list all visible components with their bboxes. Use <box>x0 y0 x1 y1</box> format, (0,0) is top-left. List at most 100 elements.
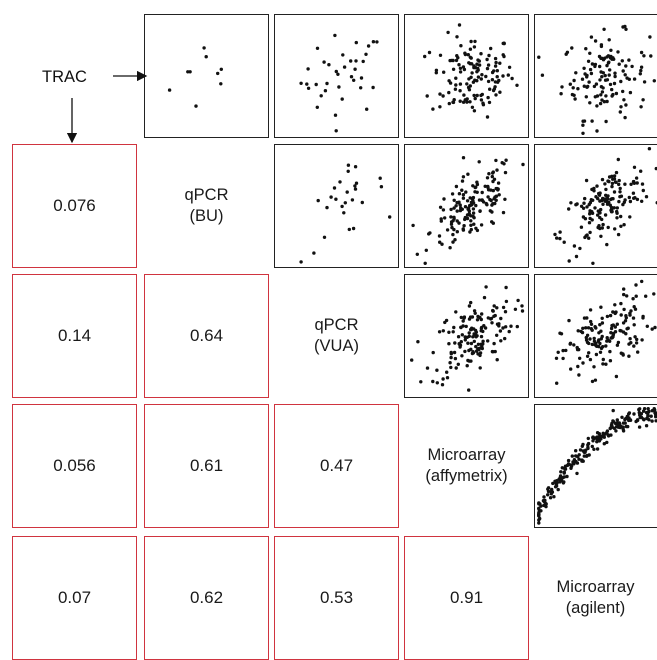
scatter-point <box>636 350 639 353</box>
scatter-point <box>559 474 562 477</box>
scatter-point <box>466 97 469 100</box>
scatter-point <box>324 89 327 92</box>
scatter-point <box>601 317 604 320</box>
scatter-point <box>472 64 475 67</box>
scatter-point <box>589 308 592 311</box>
scatter-point <box>581 78 584 81</box>
scatter-point <box>479 52 482 55</box>
scatter-point <box>481 191 484 194</box>
scatter-point <box>460 189 463 192</box>
scatter-panel-affymetrix-vs-agilent <box>534 404 657 528</box>
scatter-point <box>588 337 591 340</box>
scatter-point <box>620 329 623 332</box>
scatter-point <box>467 349 470 352</box>
scatter-point <box>642 189 645 192</box>
scatter-panel-qpcr-bu-vs-affymetrix <box>404 144 529 268</box>
scatter-point <box>312 251 315 254</box>
scatter-point <box>625 76 628 79</box>
correlation-value: 0.64 <box>190 326 223 346</box>
scatter-point <box>645 411 648 414</box>
scatter-point <box>469 40 472 43</box>
scatter-point <box>344 201 347 204</box>
scatter-point <box>486 176 489 179</box>
scatter-points-1-3 <box>405 145 528 267</box>
scatter-point <box>468 317 471 320</box>
scatter-point <box>581 132 584 135</box>
scatter-point <box>459 67 462 70</box>
scatter-point <box>442 197 445 200</box>
scatter-point <box>585 75 588 78</box>
scatter-point <box>574 71 577 74</box>
scatter-point <box>472 94 475 97</box>
scatter-point <box>576 455 579 458</box>
scatter-point <box>567 207 570 210</box>
scatter-point <box>613 177 616 180</box>
scatter-point <box>645 195 648 198</box>
scatter-point <box>446 376 449 379</box>
correlation-value: 0.91 <box>450 588 483 608</box>
scatter-point <box>220 68 223 71</box>
scatter-point <box>457 63 460 66</box>
scatter-point <box>364 53 367 56</box>
scatter-point <box>594 63 597 66</box>
scatter-point <box>604 74 607 77</box>
scatter-point <box>609 433 612 436</box>
scatter-point <box>454 88 457 91</box>
scatter-point <box>490 199 493 202</box>
scatter-point <box>572 461 575 464</box>
scatter-point <box>458 342 461 345</box>
scatter-point <box>462 193 465 196</box>
scatter-point <box>642 417 645 420</box>
scatter-point <box>558 332 561 335</box>
scatter-point <box>600 45 603 48</box>
scatter-point <box>468 230 471 233</box>
scatter-point <box>613 174 616 177</box>
scatter-point <box>611 182 614 185</box>
scatter-point <box>618 63 621 66</box>
scatter-point <box>624 319 627 322</box>
scatter-point <box>451 219 454 222</box>
scatter-point <box>315 83 318 86</box>
scatter-point <box>645 424 648 427</box>
scatter-point <box>601 178 604 181</box>
scatter-panel-trac-vs-affymetrix <box>404 14 529 138</box>
scatter-point <box>639 105 642 108</box>
scatter-point <box>594 379 597 382</box>
scatter-point <box>487 54 490 57</box>
scatter-point <box>583 454 586 457</box>
scatter-point <box>553 233 556 236</box>
scatter-point <box>508 66 511 69</box>
scatter-point <box>481 93 484 96</box>
scatter-point <box>600 435 603 438</box>
scatter-point <box>472 196 475 199</box>
scatter-point <box>316 47 319 50</box>
scatter-point <box>473 40 476 43</box>
scatter-point <box>619 105 622 108</box>
scatter-point <box>492 189 495 192</box>
scatter-point <box>466 199 469 202</box>
scatter-point <box>501 74 504 77</box>
scatter-point <box>557 351 560 354</box>
scatter-point <box>563 471 566 474</box>
scatter-point <box>468 212 471 215</box>
scatter-point <box>621 90 624 93</box>
scatter-point <box>601 203 604 206</box>
scatter-point <box>639 416 642 419</box>
scatter-point <box>457 363 460 366</box>
scatter-point <box>440 217 443 220</box>
scatter-point <box>473 309 476 312</box>
scatter-point <box>475 70 478 73</box>
scatter-point <box>635 341 638 344</box>
scatter-point <box>468 100 471 103</box>
scatter-point <box>641 182 644 185</box>
scatter-point <box>570 46 573 49</box>
scatter-point <box>587 80 590 83</box>
scatter-point <box>505 300 508 303</box>
scatter-point <box>618 179 621 182</box>
scatter-point <box>612 409 615 412</box>
scatter-point <box>558 237 561 240</box>
correlation-value: 0.62 <box>190 588 223 608</box>
scatter-point <box>355 182 358 185</box>
scatter-point <box>355 41 358 44</box>
scatter-point <box>650 415 653 418</box>
